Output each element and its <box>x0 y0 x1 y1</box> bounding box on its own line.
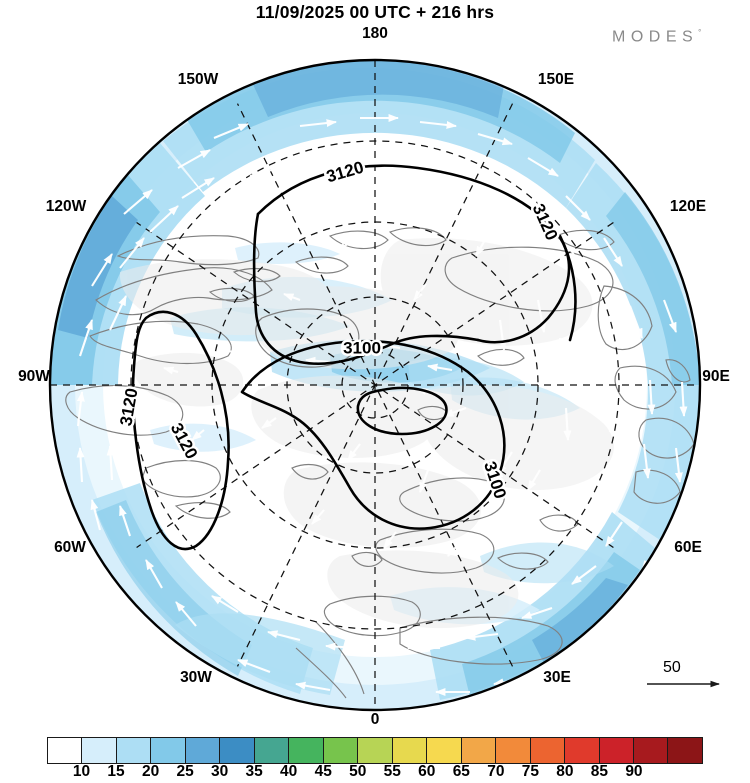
colorbar-tick-65: 65 <box>452 763 470 780</box>
colorbar-tick-85: 85 <box>590 763 609 780</box>
colorbar-tick-90: 90 <box>625 763 643 780</box>
colorbar-tick-40: 40 <box>280 763 298 780</box>
lon-label-60e: 60E <box>674 539 702 556</box>
colorbar-tick-20: 20 <box>141 763 160 780</box>
lon-label-150e: 150E <box>537 71 575 88</box>
colorbar-tick-55: 55 <box>383 763 401 780</box>
lon-label-60w: 60W <box>54 539 86 556</box>
wind-vectors <box>76 114 688 696</box>
graticule-parallels <box>130 140 620 630</box>
map-content <box>50 60 700 710</box>
svg-text:3100: 3100 <box>343 339 381 358</box>
colorbar-tick-60: 60 <box>418 763 436 780</box>
lon-label-90w: 90W <box>18 368 50 385</box>
colorbar-cell <box>48 738 83 763</box>
colorbar-cell <box>151 738 186 763</box>
colorbar-cell <box>254 738 290 763</box>
colorbar-tick-80: 80 <box>556 763 574 780</box>
colorbar-tick-30: 30 <box>211 763 229 780</box>
lon-label-0: 0 <box>370 711 380 728</box>
modes-logo: MODES° <box>612 28 701 46</box>
colorbar-cell <box>185 738 221 763</box>
colorbar-tick-70: 70 <box>487 763 505 780</box>
lon-label-30w: 30W <box>180 669 212 686</box>
lon-label-90e: 90E <box>702 368 730 385</box>
colorbar-ticks: 10 15 20 25 30 35 40 45 50 55 60 65 70 75 80 85 90 <box>47 763 703 783</box>
lon-label-150w: 150W <box>177 71 219 88</box>
colorbar-tick-75: 75 <box>521 763 539 780</box>
height-contours <box>131 164 577 551</box>
page-title: 11/09/2025 00 UTC + 216 hrs <box>255 2 495 22</box>
colorbar-cell <box>116 738 152 763</box>
colorbar-tick-15: 15 <box>107 763 125 780</box>
colorbar-cell <box>633 738 669 763</box>
graticule-meridians <box>50 60 700 710</box>
colorbar-tick-25: 25 <box>176 763 194 780</box>
reference-vector <box>647 680 720 688</box>
colorbar-cell <box>323 738 359 763</box>
globe-outline <box>48 58 702 712</box>
contour-label: 3100 <box>343 339 381 358</box>
colorbar-tick-45: 45 <box>314 763 332 780</box>
colorbar-cell <box>392 738 428 763</box>
lon-label-120e: 120E <box>669 198 707 215</box>
reference-vector-label: 50 <box>663 659 681 676</box>
colorbar-cell <box>82 738 117 763</box>
lon-label-30e: 30E <box>543 669 571 686</box>
colorbar-cell <box>496 738 531 763</box>
colorbar-cell <box>427 738 462 763</box>
colorbar-cell <box>530 738 566 763</box>
lon-label-120w: 120W <box>45 198 87 215</box>
colorbar-tick-50: 50 <box>349 763 367 780</box>
colorbar-cell <box>289 738 324 763</box>
colorbar <box>47 737 703 764</box>
lon-label-180: 180 <box>362 25 388 42</box>
colorbar-cell <box>599 738 634 763</box>
colorbar-tick-35: 35 <box>245 763 263 780</box>
modes-logo-mark: ° <box>698 28 702 37</box>
colorbar-tick-10: 10 <box>72 763 91 780</box>
colorbar-cell <box>461 738 497 763</box>
colorbar-cell <box>668 738 702 763</box>
modes-logo-text: MODES <box>612 28 699 46</box>
colorbar-cell <box>358 738 393 763</box>
colorbar-cell <box>565 738 600 763</box>
colorbar-cell <box>220 738 255 763</box>
